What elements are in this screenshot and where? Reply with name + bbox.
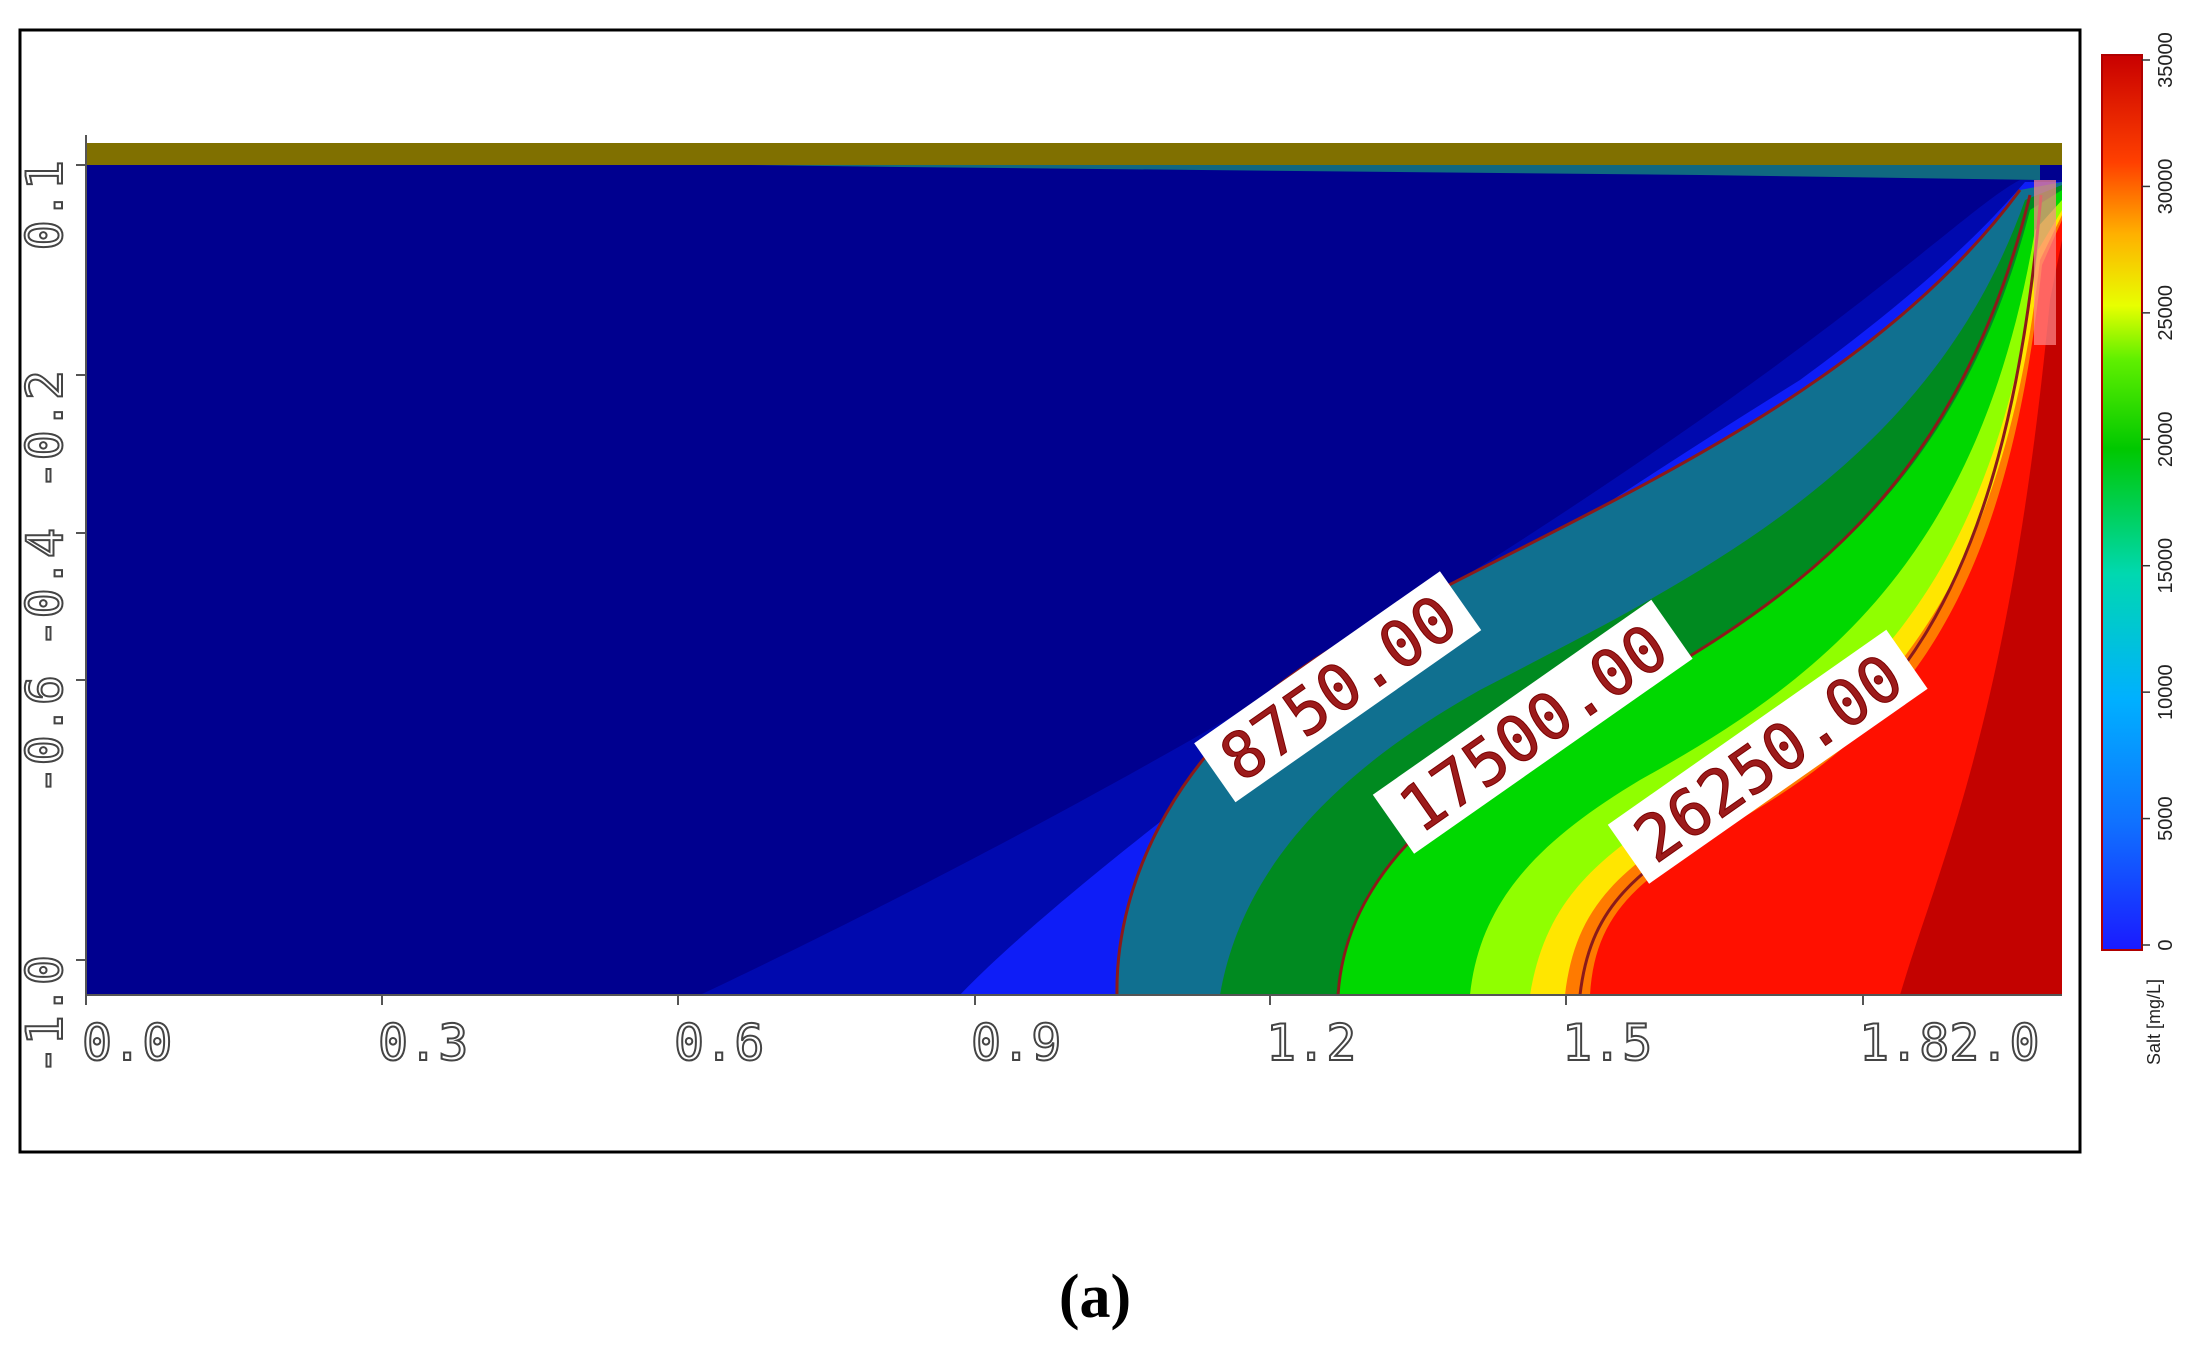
y-tick-label: -0.2 [16, 370, 74, 490]
x-tick-label: 0.3 [378, 1014, 468, 1072]
colorbar-label: Salt [mg/L] [2144, 979, 2164, 1065]
colorbar-tick-label: 25000 [2155, 285, 2177, 341]
x-tick-label: 0.9 [971, 1014, 1061, 1072]
colorbar-tick-label: 10000 [2155, 664, 2177, 720]
x-tick-label: 0.0 [82, 1014, 172, 1072]
x-axis-ticks: 0.0 0.3 0.6 0.9 1.2 1.5 1.82.0 [81, 995, 2041, 1073]
plot-area [86, 165, 2062, 995]
colorbar-tick-label: 20000 [2155, 411, 2177, 467]
colorbar-gradient [2101, 54, 2143, 951]
colorbar-tick-label: 35000 [2155, 32, 2177, 88]
colorbar-ticks: 0 5000 10000 15000 20000 25000 30000 35000 [2142, 32, 2177, 951]
x-tick-label: 0.6 [674, 1014, 764, 1072]
colorbar-tick-label: 30000 [2155, 159, 2177, 215]
surface-layer [86, 143, 2062, 165]
colorbar-tick-label: 5000 [2155, 796, 2177, 841]
colorbar-tick-label: 15000 [2155, 538, 2177, 594]
red-zone [1590, 220, 2062, 995]
figure-caption: (a) [1058, 1263, 1132, 1331]
x-tick-label: 1.2 [1266, 1014, 1356, 1072]
y-tick-label: -0.4 [16, 528, 74, 648]
deep-red-zone [1900, 240, 2062, 995]
y-tick-label: -1.0 [16, 955, 74, 1075]
y-axis-ticks: 0.1 -0.2 -0.4 -0.6 -1.0 [15, 159, 86, 1076]
y-tick-label: 0.1 [16, 160, 74, 250]
colorbar-tick-label: 0 [2155, 939, 2177, 950]
top-teal-strip [750, 165, 2040, 180]
x-tick-label: 1.5 [1562, 1014, 1652, 1072]
x-tick-label: 1.82.0 [1859, 1014, 2040, 1072]
right-boundary-markers [2034, 180, 2056, 345]
y-tick-label: -0.6 [16, 675, 74, 795]
colorbar: 0 5000 10000 15000 20000 25000 30000 35000 Salt… [2101, 32, 2177, 1065]
